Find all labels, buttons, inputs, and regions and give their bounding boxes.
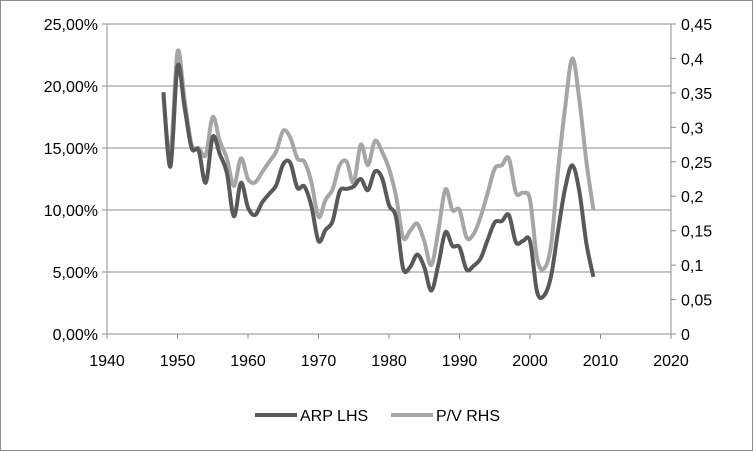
x-tick-label: 1980 — [371, 353, 407, 370]
y-right-tick-label: 0,4 — [681, 51, 703, 68]
y-right-tick-label: 0,15 — [681, 224, 712, 241]
series-line-arp-lhs — [161, 62, 596, 301]
y-right-tick-label: 0,25 — [681, 155, 712, 172]
x-tick-label: 2010 — [583, 353, 619, 370]
legend-label: ARP LHS — [300, 408, 368, 425]
y-left-tick-label: 15,00% — [44, 141, 98, 158]
y-right-tick-label: 0 — [681, 327, 690, 344]
axes — [102, 23, 676, 339]
legend-label: P/V RHS — [436, 408, 500, 425]
y-left-tick-label: 5,00% — [53, 265, 98, 282]
y-right-tick-label: 0,45 — [681, 17, 712, 34]
x-tick-label: 1990 — [442, 353, 478, 370]
x-tick-label: 1970 — [301, 353, 337, 370]
y-right-tick-label: 0,05 — [681, 293, 712, 310]
x-tick-label: 2000 — [512, 353, 548, 370]
gridlines — [107, 23, 671, 335]
y-left-tick-label: 10,00% — [44, 203, 98, 220]
y-left-tick-label: 25,00% — [44, 17, 98, 34]
y-right-tick-label: 0,1 — [681, 258, 703, 275]
x-tick-label: 1950 — [160, 353, 196, 370]
series-line-pv-rhs — [161, 48, 596, 272]
y-right-tick-label: 0,35 — [681, 86, 712, 103]
x-tick-label: 1960 — [230, 353, 266, 370]
tick-labels: 0,00% 5,00% 10,00% 15,00% 20,00% 25,00% 0 0,05 0… — [44, 17, 713, 370]
series-layer — [161, 48, 596, 301]
legend: ARP LHS P/V RHS — [255, 408, 500, 425]
x-tick-label: 2020 — [653, 353, 689, 370]
y-right-tick-label: 0,2 — [681, 189, 703, 206]
y-right-tick-label: 0,3 — [681, 120, 703, 137]
y-left-tick-label: 0,00% — [53, 327, 98, 344]
y-left-tick-label: 20,00% — [44, 79, 98, 96]
x-tick-label: 1940 — [89, 353, 125, 370]
